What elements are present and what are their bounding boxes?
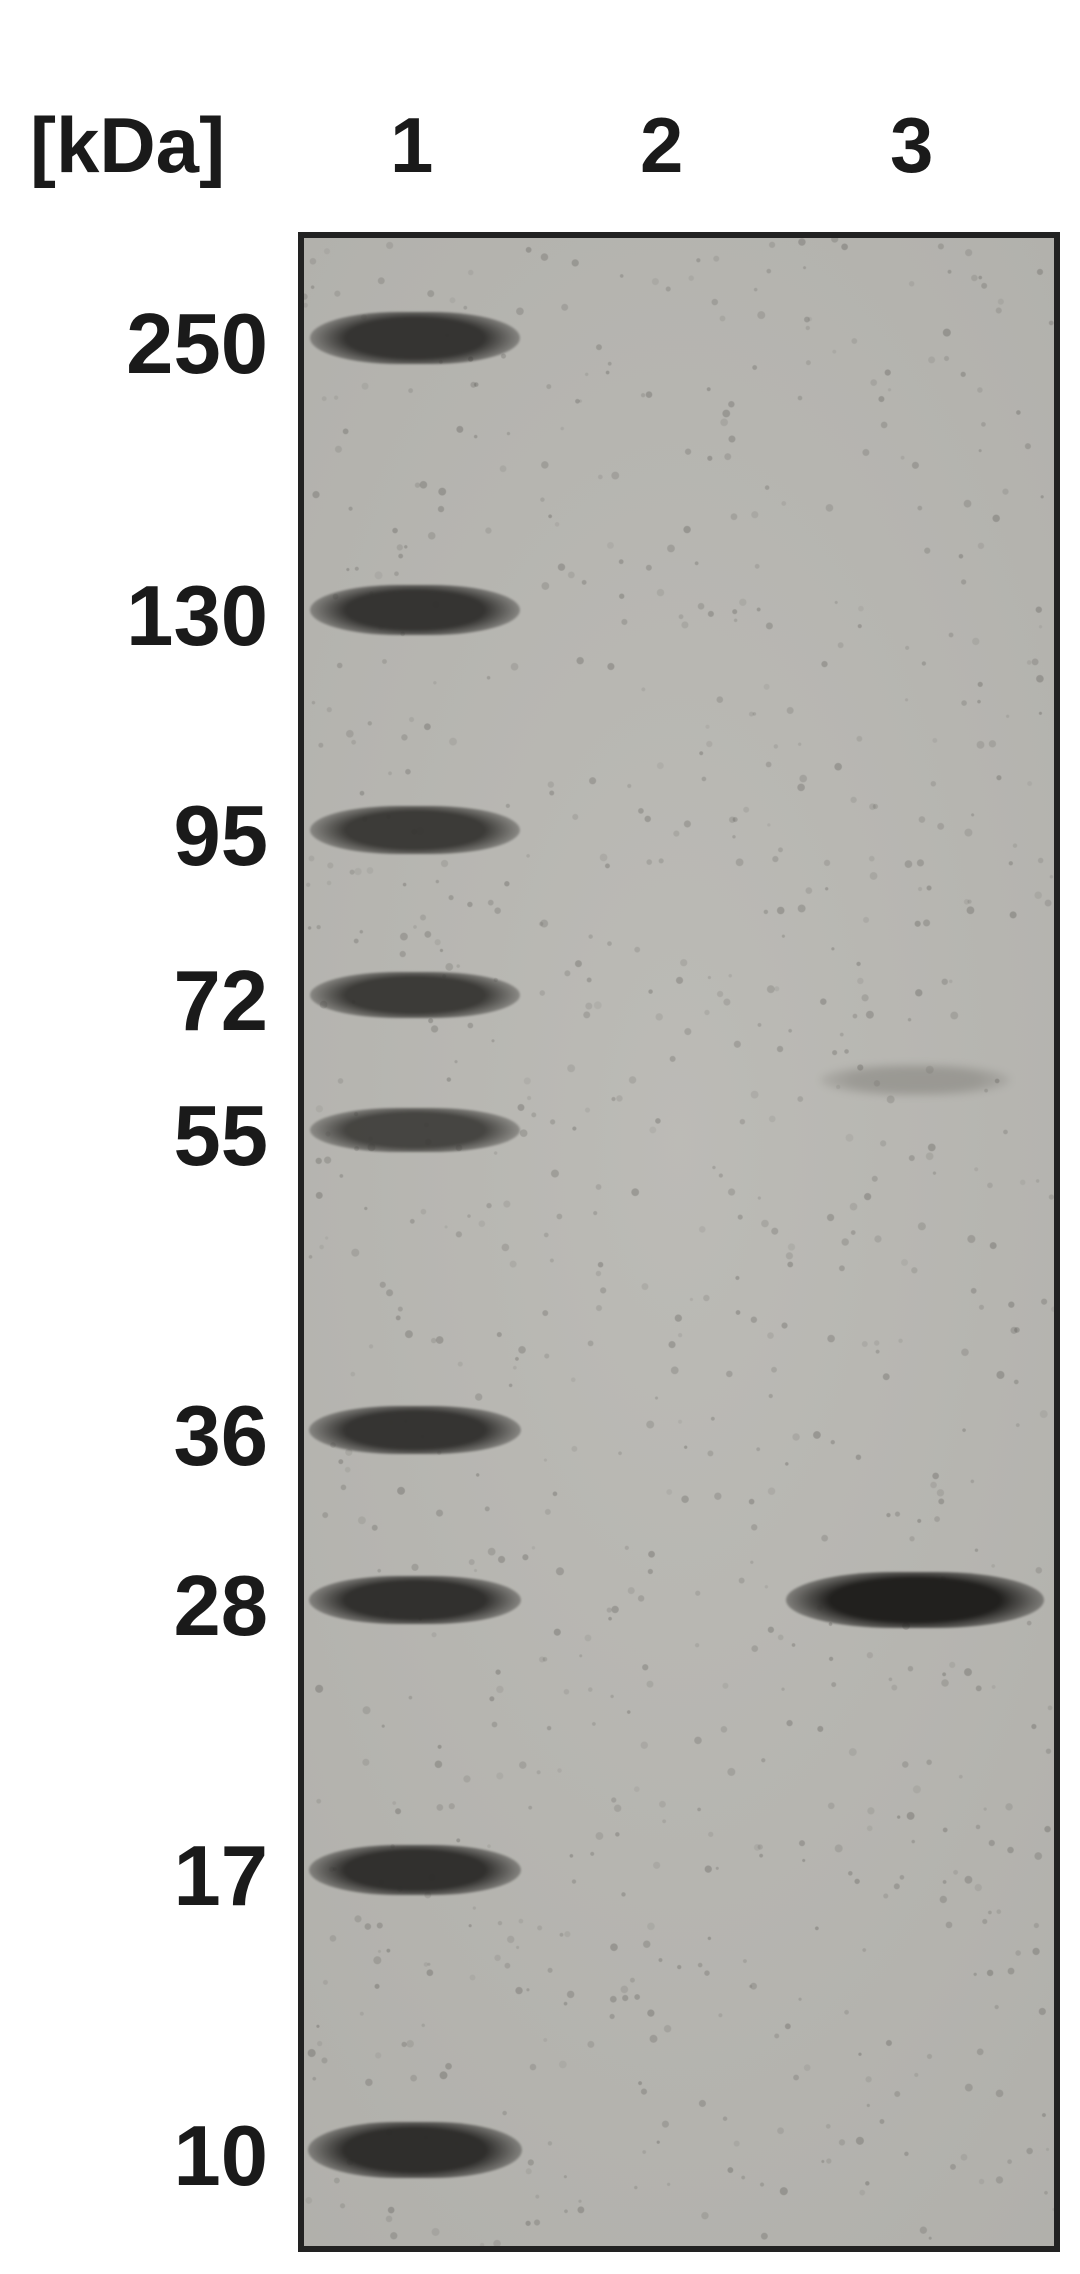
band-lane1-2 [310, 806, 520, 854]
band-lane1-8 [308, 2122, 522, 2178]
band-lane1-4 [310, 1108, 520, 1152]
marker-label-28: 28 [8, 1558, 268, 1656]
marker-label-250: 250 [8, 296, 268, 394]
band-lane1-1 [310, 585, 520, 635]
band-lane1-7 [309, 1845, 521, 1895]
lane-header-row: [kDa] 1 2 3 [0, 100, 1080, 210]
blot-background [304, 238, 1054, 2246]
band-lane1-5 [309, 1406, 521, 1454]
marker-label-17: 17 [8, 1828, 268, 1926]
marker-label-130: 130 [8, 568, 268, 666]
band-lane3-10 [786, 1572, 1044, 1628]
marker-label-10: 10 [8, 2108, 268, 2206]
lane-header-2: 2 [640, 100, 683, 191]
marker-label-36: 36 [8, 1388, 268, 1486]
marker-label-55: 55 [8, 1088, 268, 1186]
western-blot-figure: [kDa] 1 2 3 250 130 95 72 55 36 28 17 10 [0, 0, 1080, 2274]
blot-frame [298, 232, 1060, 2252]
band-lane3-9 [820, 1065, 1010, 1095]
band-lane1-6 [309, 1576, 521, 1624]
kda-unit-label: [kDa] [30, 100, 225, 191]
lane-header-3: 3 [890, 100, 933, 191]
marker-label-72: 72 [8, 953, 268, 1051]
marker-label-95: 95 [8, 788, 268, 886]
band-lane1-0 [310, 312, 520, 364]
lane-header-1: 1 [390, 100, 433, 191]
band-lane1-3 [310, 972, 520, 1018]
